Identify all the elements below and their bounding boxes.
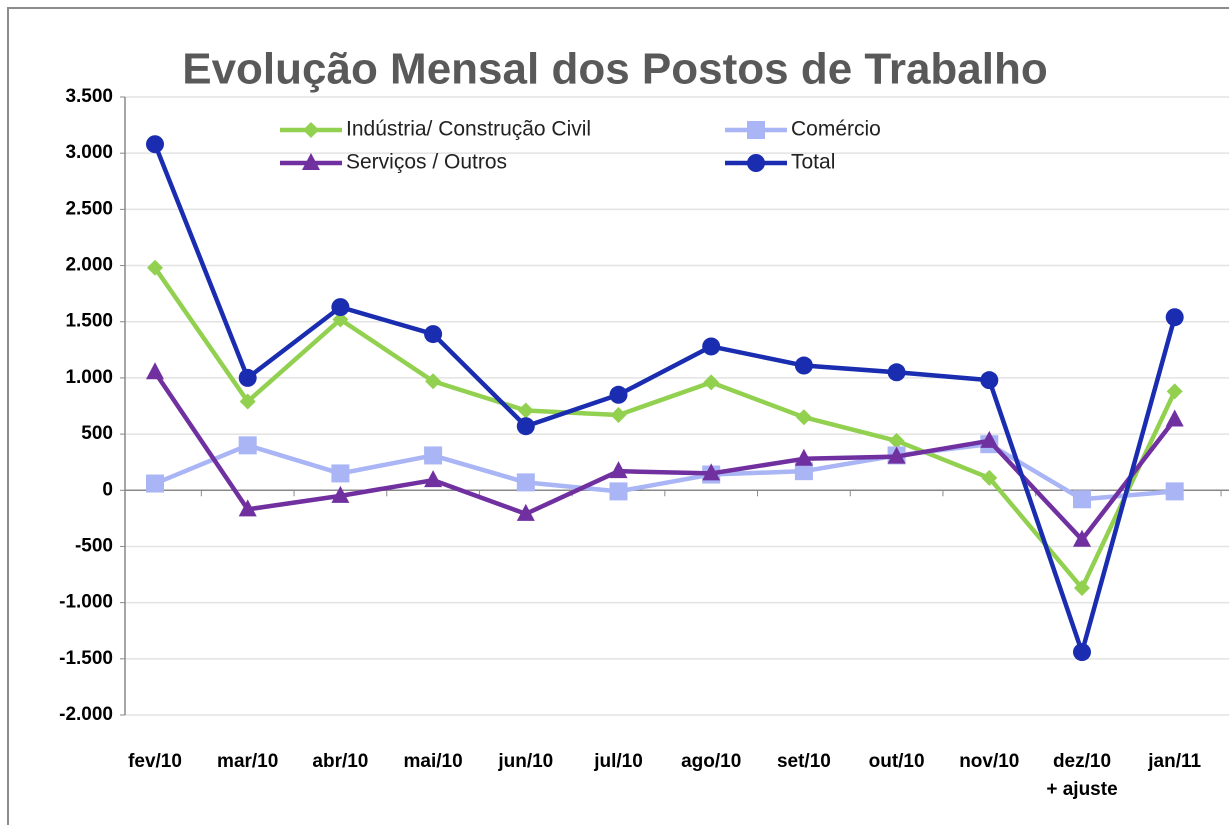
- x-tick-label: abr/10: [312, 751, 369, 772]
- x-tick-label: mar/10: [217, 751, 279, 772]
- legend-marker: [747, 154, 765, 172]
- marker: [331, 464, 350, 483]
- x-tick-label: set/10: [776, 751, 831, 772]
- legend-label: Total: [791, 151, 835, 174]
- y-tick-label: 3.500: [65, 86, 113, 107]
- marker: [702, 337, 721, 356]
- marker: [794, 448, 813, 466]
- marker: [424, 470, 443, 488]
- legend-marker: [302, 153, 320, 170]
- series-line: [154, 441, 1175, 502]
- marker: [1073, 643, 1091, 662]
- marker: [238, 368, 257, 387]
- marker: [610, 406, 627, 423]
- series-line: [152, 143, 1177, 655]
- marker: [1073, 529, 1091, 547]
- marker: [887, 446, 906, 464]
- marker: [516, 473, 535, 492]
- marker: [516, 417, 535, 436]
- y-tick-label: 1.000: [65, 367, 113, 388]
- x-tick-label: dez/10 + ajuste: [1046, 751, 1118, 800]
- marker: [609, 385, 628, 404]
- x-tick-label: jan/11: [1148, 751, 1202, 772]
- marker: [703, 374, 720, 391]
- marker: [887, 363, 906, 382]
- marker: [146, 362, 164, 380]
- y-tick-label: 500: [81, 423, 113, 444]
- marker: [1165, 482, 1184, 501]
- y-tick-label: 0: [102, 479, 113, 500]
- marker: [609, 461, 628, 479]
- x-tick-label: out/10: [868, 751, 925, 772]
- chart-title: Evolução Mensal dos Postos de Trabalho: [182, 45, 1048, 94]
- marker: [239, 393, 256, 410]
- marker: [516, 503, 535, 521]
- marker: [146, 474, 164, 493]
- marker: [238, 436, 257, 455]
- marker: [146, 135, 164, 154]
- marker: [332, 311, 349, 328]
- marker: [147, 259, 163, 276]
- marker: [331, 485, 350, 503]
- y-tick-label: -1.500: [59, 648, 113, 669]
- marker: [888, 432, 905, 449]
- legend-label: Serviços / Outros: [346, 151, 507, 174]
- x-tick-label: jul/10: [594, 751, 643, 772]
- marker: [702, 463, 721, 481]
- x-tick-label: ago/10: [681, 751, 742, 772]
- legend-label: Comércio: [791, 118, 881, 141]
- marker: [1165, 308, 1184, 327]
- marker: [981, 469, 998, 486]
- legend-marker: [747, 121, 765, 139]
- marker: [980, 430, 999, 448]
- marker: [1073, 490, 1091, 509]
- marker: [1166, 383, 1183, 400]
- marker: [1074, 580, 1090, 597]
- marker: [424, 446, 443, 465]
- marker: [795, 409, 812, 426]
- marker: [609, 482, 628, 501]
- marker: [980, 371, 999, 390]
- y-tick-label: -2.000: [59, 704, 113, 725]
- x-tick-label: nov/10: [959, 751, 1020, 772]
- y-tick-label: 2.500: [65, 198, 113, 219]
- series-line: [153, 371, 1177, 542]
- marker: [238, 499, 257, 517]
- marker: [331, 298, 350, 317]
- x-tick-label: mai/10: [403, 751, 463, 772]
- x-tick-label: jun/10: [498, 751, 554, 772]
- legend-label: Indústria/ Construção Civil: [346, 118, 591, 141]
- y-tick-label: -500: [75, 535, 113, 556]
- x-tick-label: fev/10: [128, 751, 182, 772]
- marker: [517, 402, 534, 419]
- frame: [7, 7, 1229, 825]
- y-tick-label: 2.000: [65, 255, 113, 276]
- marker: [794, 462, 813, 481]
- marker: [424, 325, 443, 344]
- y-tick-label: -1.000: [59, 592, 113, 613]
- marker: [794, 356, 813, 375]
- y-tick-label: 3.000: [65, 142, 113, 163]
- marker: [425, 373, 442, 390]
- y-tick-label: 1.500: [65, 311, 113, 332]
- legend-marker: [303, 122, 319, 138]
- series-line: [153, 266, 1177, 591]
- marker: [1165, 409, 1184, 427]
